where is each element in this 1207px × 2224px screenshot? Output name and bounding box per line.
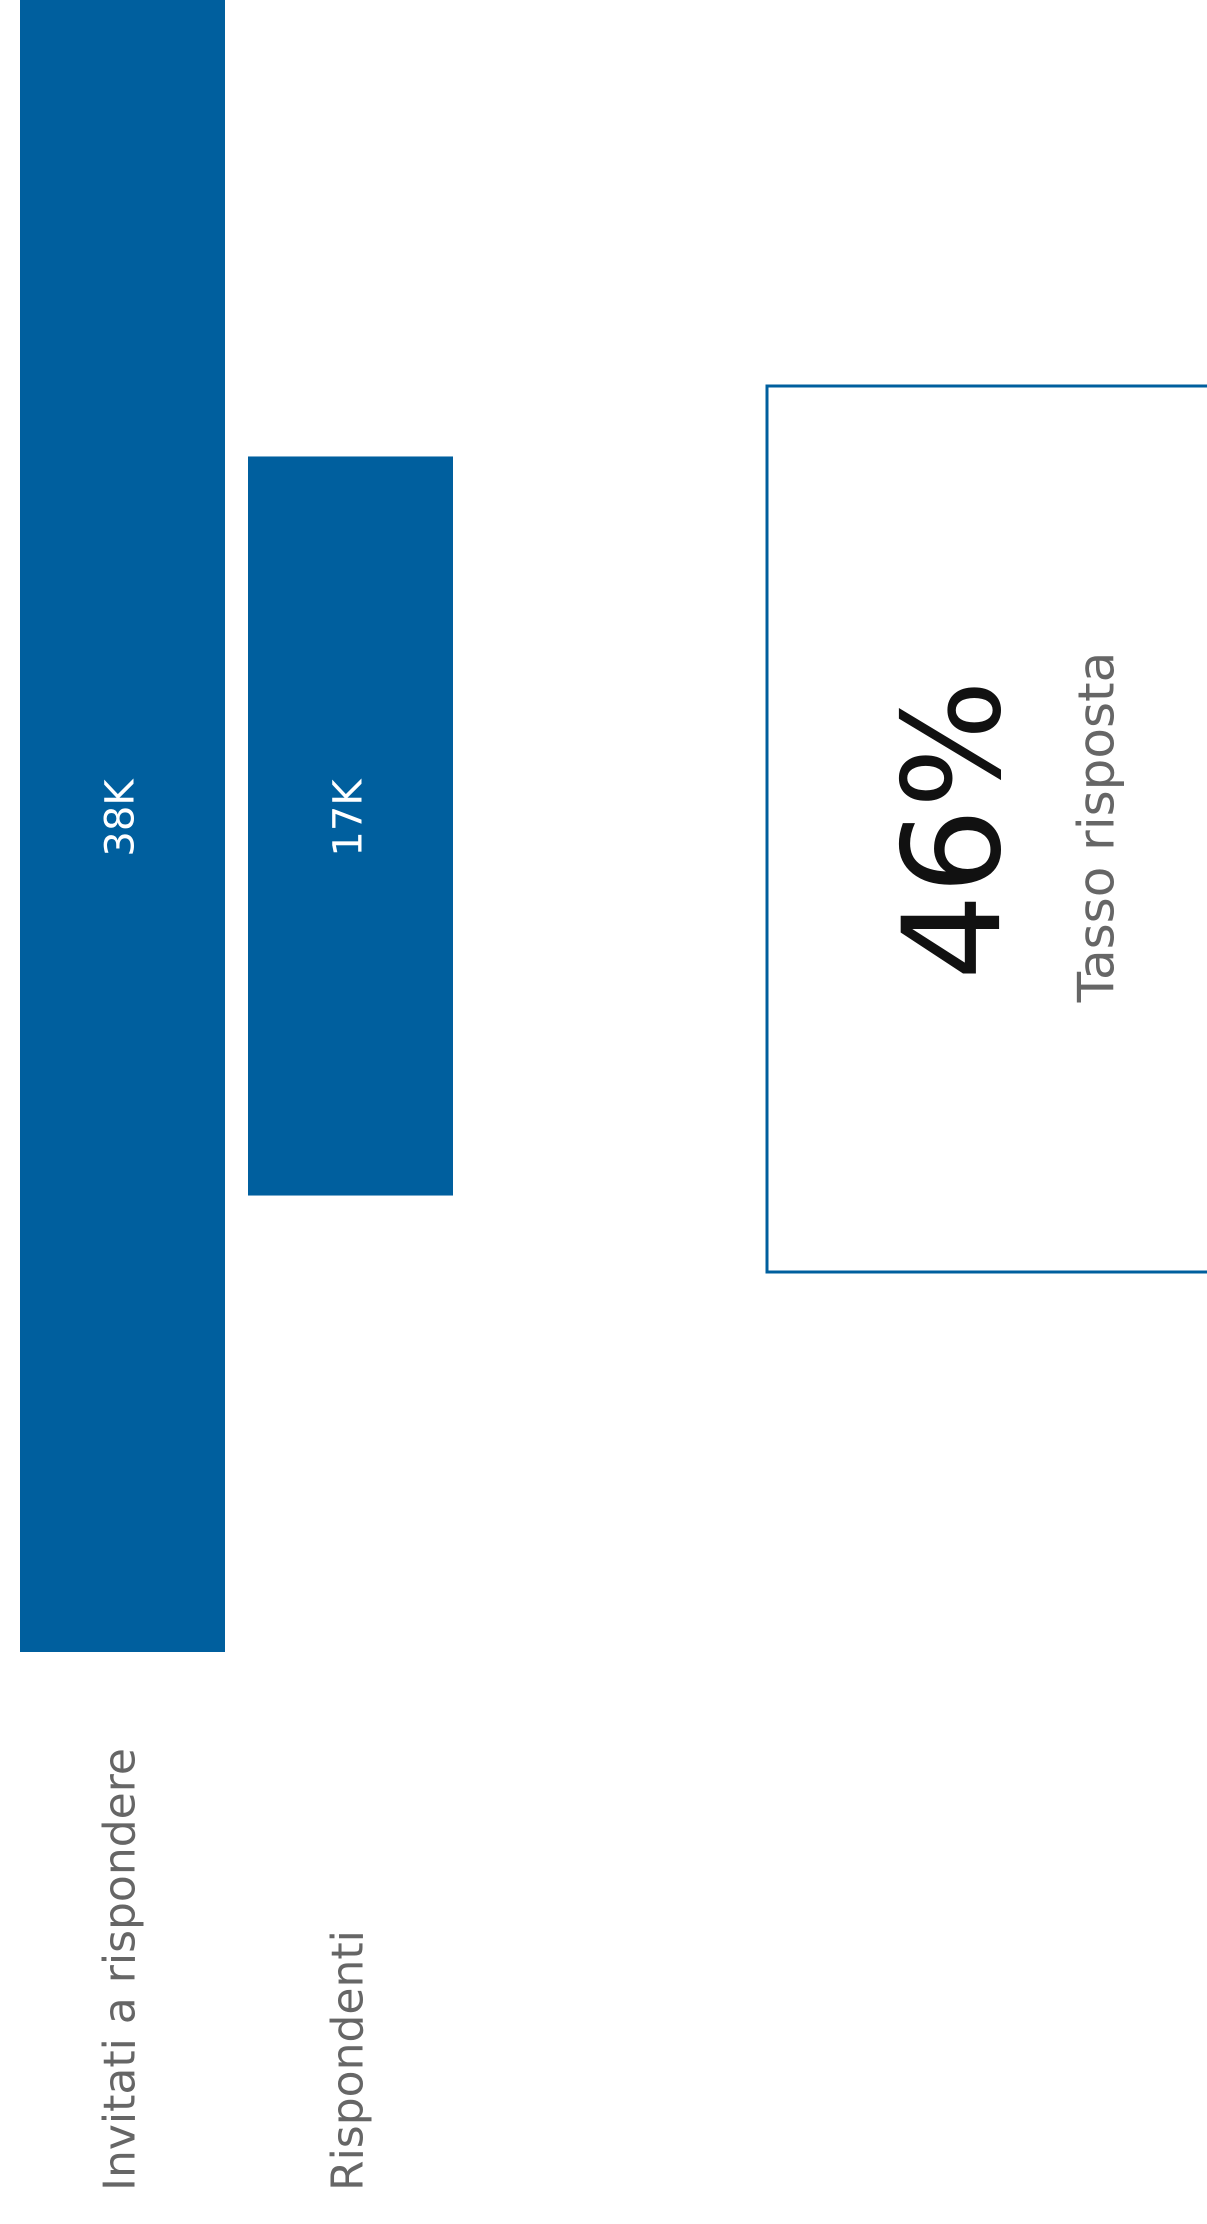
kpi-label: Tasso risposta (1068, 652, 1126, 1004)
kpi-value: 46% (874, 680, 1031, 980)
funnel-bar (248, 456, 453, 1196)
value-label: 17K (326, 778, 372, 857)
value-label: 38K (98, 778, 144, 857)
category-label: Invitati a rispondere (95, 1748, 146, 2191)
category-label: Rispondenti (323, 1930, 374, 2191)
kpi-card (765, 384, 1207, 1274)
funnel-bar (20, 0, 225, 1652)
